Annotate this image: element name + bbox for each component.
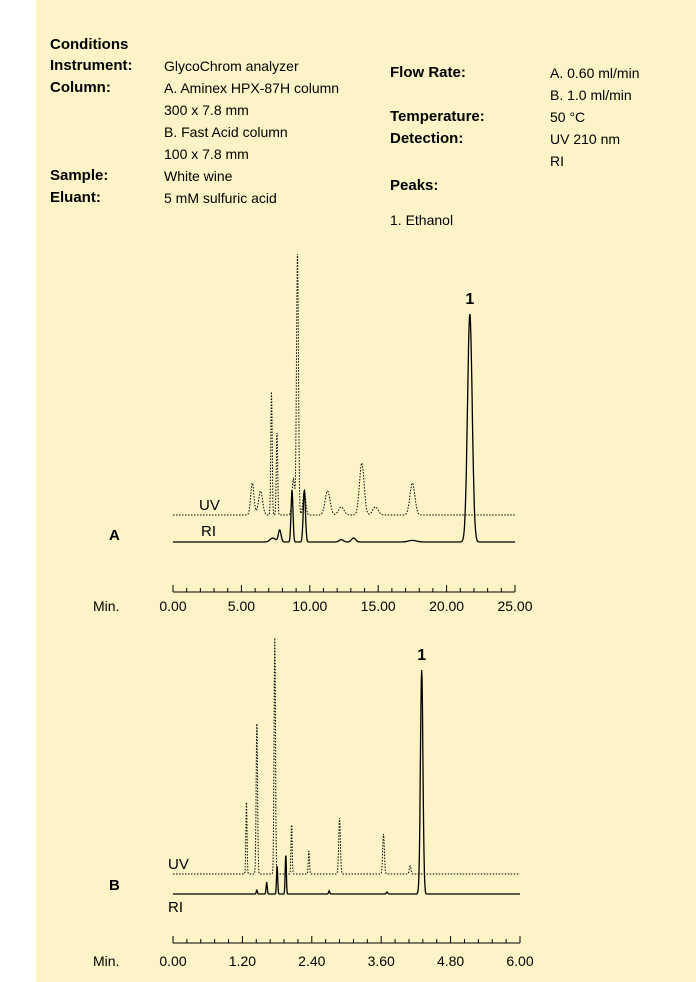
- column-label: Column:: [50, 79, 111, 96]
- chart-a-tick-label: 20.00: [429, 598, 464, 614]
- chart-b-peak-annotation: 1: [417, 647, 426, 664]
- chart-b-trace-uv: [173, 637, 520, 875]
- sample-label: Sample:: [50, 167, 109, 184]
- instrument-value: GlycoChrom analyzer: [164, 58, 299, 74]
- chart-a-series-label-ri: RI: [201, 523, 216, 540]
- flow-rate-label: Flow Rate:: [390, 64, 466, 81]
- detection-line-2: RI: [550, 153, 564, 169]
- detection-label: Detection:: [390, 130, 464, 147]
- chart-b-xlabel: Min.: [93, 953, 119, 969]
- chart-b-tick-label: 1.20: [229, 953, 256, 969]
- eluant-value: 5 mM sulfuric acid: [164, 190, 277, 206]
- chart-a-tick-label: 5.00: [228, 598, 255, 614]
- chart-b-tick-label: 6.00: [506, 953, 533, 969]
- sample-value: White wine: [164, 168, 233, 184]
- chart-a-trace-uv: [173, 253, 515, 516]
- chart-b-tick-label: 0.00: [159, 953, 186, 969]
- detection-line-1: UV 210 nm: [550, 131, 621, 147]
- conditions-heading: Conditions: [50, 36, 129, 53]
- chart-a-series-label-uv: UV: [199, 497, 220, 514]
- chart-a-tick-label: 25.00: [497, 598, 532, 614]
- eluant-label: Eluant:: [50, 189, 101, 206]
- chart-a-tick-label: 15.00: [361, 598, 396, 614]
- chart-a-trace-ri: [173, 313, 515, 543]
- chart-b-series-label-ri: RI: [168, 899, 183, 916]
- figure-panel: Conditions Instrument: GlycoChrom analyz…: [36, 0, 696, 982]
- column-line-3: B. Fast Acid column: [164, 124, 288, 140]
- peak-item-1: 1. Ethanol: [390, 212, 454, 228]
- chart-b-panel-label: B: [109, 877, 120, 894]
- chart-a-xlabel: Min.: [93, 598, 119, 614]
- chart-a-tick-label: 10.00: [292, 598, 327, 614]
- flow-rate-line-2: B. 1.0 ml/min: [550, 87, 632, 103]
- peaks-label: Peaks:: [390, 177, 439, 194]
- chart-a-panel-label: A: [109, 527, 120, 544]
- column-line-2: 300 x 7.8 mm: [164, 102, 249, 118]
- chart-b-series-label-uv: UV: [168, 856, 189, 873]
- chart-b-tick-label: 4.80: [437, 953, 464, 969]
- temperature-value: 50 °C: [550, 109, 586, 125]
- chart-b-tick-label: 2.40: [298, 953, 325, 969]
- column-line-1: A. Aminex HPX-87H column: [164, 80, 340, 96]
- chart-a-peak-annotation: 1: [465, 291, 474, 308]
- instrument-label: Instrument:: [50, 57, 133, 74]
- column-line-4: 100 x 7.8 mm: [164, 146, 249, 162]
- temperature-label: Temperature:: [390, 108, 485, 125]
- chart-a-tick-label: 0.00: [159, 598, 186, 614]
- chart-b-tick-label: 3.60: [368, 953, 395, 969]
- chart-b-trace-ri: [173, 669, 520, 895]
- flow-rate-line-1: A. 0.60 ml/min: [550, 65, 640, 81]
